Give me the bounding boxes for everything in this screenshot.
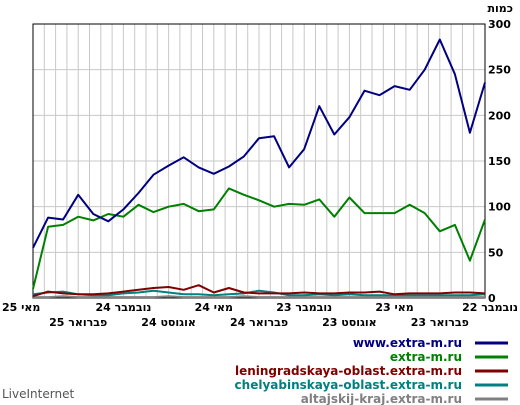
x-tick-label: פברואר 25	[49, 316, 107, 329]
y-tick-label: 50	[488, 246, 504, 259]
y-axis-tick-labels: 0 50 100 150 200 250 300	[488, 18, 511, 305]
x-tick-label: אוגוסט 24	[141, 316, 196, 329]
y-tick-label: 0	[488, 292, 496, 305]
y-tick-label: 300	[488, 18, 511, 31]
series-line	[32, 38, 486, 249]
x-axis-tick-labels: מאי 25 נובמבר 24 מאי 24 נובמבר 23 מאי 23 נובמ…	[2, 301, 518, 329]
legend: www.extra-m.ruextra-m.ruleningradskaya-o…	[235, 336, 508, 405]
y-tick-label: 100	[488, 201, 511, 214]
x-tick-label: פברואר 24	[230, 316, 288, 329]
y-tick-label: 200	[488, 109, 511, 122]
x-tick-label: מאי 24	[195, 301, 233, 314]
series-line	[33, 295, 485, 299]
series-line	[32, 284, 486, 298]
series-lines	[32, 38, 486, 299]
x-tick-label: אוגוסט 23	[322, 316, 377, 329]
x-tick-label: מאי 25	[2, 301, 40, 314]
legend-label: www.extra-m.ru	[353, 336, 462, 350]
y-axis-unit-label: כמות	[488, 2, 513, 15]
legend-label: leningradskaya-oblast.extra-m.ru	[235, 364, 462, 378]
chart-grid	[33, 24, 485, 298]
series-line	[32, 289, 486, 297]
y-tick-label: 150	[488, 155, 511, 168]
y-tick-label: 250	[488, 64, 511, 77]
legend-label: extra-m.ru	[390, 350, 462, 364]
brand-logo-text: LiveInternet	[2, 387, 74, 401]
series-line	[32, 187, 486, 290]
x-tick-label: נובמבר 22	[462, 301, 518, 314]
x-tick-label: נובמבר 23	[276, 301, 332, 314]
legend-label: altajskij-kraj.extra-m.ru	[301, 392, 462, 405]
legend-label: chelyabinskaya-oblast.extra-m.ru	[235, 378, 462, 392]
x-tick-label: מאי 23	[375, 301, 413, 314]
x-tick-label: נובמבר 24	[95, 301, 151, 314]
x-tick-label: פברואר 23	[411, 316, 469, 329]
